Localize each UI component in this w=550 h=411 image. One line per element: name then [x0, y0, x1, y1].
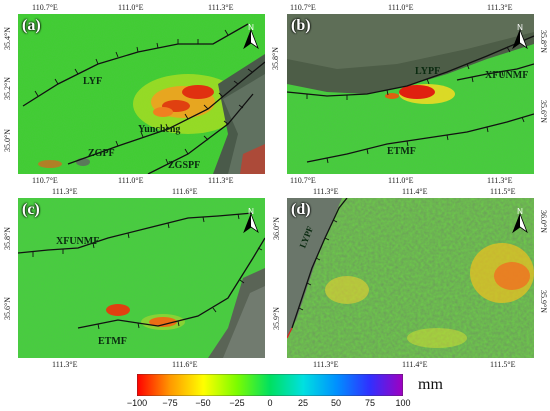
panel-c-lon-top-2: 111.6°E: [172, 187, 198, 196]
panel-b-lon-bottom-3: 111.3°E: [487, 176, 513, 185]
colorbar-tick: 25: [297, 398, 308, 408]
panel-c-label: (c): [22, 201, 40, 218]
panel-c-lon-bottom-1: 111.3°E: [52, 360, 78, 369]
panel-d-lat-right-2: 35.9°N: [539, 290, 548, 313]
north-arrow-icon: N: [509, 206, 531, 234]
panel-b-lon-bottom-1: 110.7°E: [290, 176, 316, 185]
panel-a-lon-bottom-3: 111.3°E: [208, 176, 234, 185]
fault-label-xfunmf: XFUNMF: [485, 70, 529, 81]
svg-text:N: N: [248, 23, 254, 32]
panel-a: (a) N LYF ZGPF ZGSPF Yuncheng: [18, 14, 265, 174]
panel-d-lat-left-2: 35.9°N: [272, 307, 281, 330]
colorbar-tick: −50: [195, 398, 211, 408]
colorbar-tick: −100: [126, 398, 148, 408]
panel-b-map: [287, 14, 534, 174]
svg-text:N: N: [517, 207, 523, 216]
panel-c-lat-2: 35.6°N: [3, 297, 12, 320]
panel-b-lat-1: 35.8°N: [539, 30, 548, 53]
colorbar-tick: −25: [229, 398, 245, 408]
colorbar-unit: mm: [418, 376, 443, 393]
panel-b-lon-top-1: 110.7°E: [290, 3, 316, 12]
panel-d-lon-top-3: 111.5°E: [490, 187, 516, 196]
panel-d-lon-bottom-3: 111.5°E: [490, 360, 516, 369]
panel-a-label: (a): [22, 17, 41, 34]
panel-b-lat-3: 35.8°N: [271, 47, 280, 70]
fault-label-xfunmf-c: XFUNMF: [56, 236, 100, 247]
panel-d-lon-top-1: 111.3°E: [313, 187, 339, 196]
panel-b-lon-bottom-2: 111.0°E: [388, 176, 414, 185]
panel-c-lon-top-1: 111.3°E: [52, 187, 78, 196]
panel-d-lat-left-1: 36.0°N: [272, 217, 281, 240]
svg-text:N: N: [248, 207, 254, 216]
panel-d-map: [287, 198, 534, 358]
panel-d-lon-bottom-1: 111.3°E: [313, 360, 339, 369]
panel-b-lon-top-3: 111.3°E: [487, 3, 513, 12]
colorbar: [136, 373, 404, 397]
panel-a-lon-bottom-1: 110.7°E: [32, 176, 58, 185]
panel-a-lon-bottom-2: 111.0°E: [118, 176, 144, 185]
panel-a-lon-top-3: 111.3°E: [208, 3, 234, 12]
fault-label-zgpf: ZGPF: [88, 148, 115, 159]
panel-b-label: (b): [291, 17, 311, 34]
panel-b: (b) N LYPF XFUNMF ETMF: [287, 14, 534, 174]
panel-d-lon-bottom-2: 111.4°E: [402, 360, 428, 369]
panel-c-lon-bottom-2: 111.6°E: [172, 360, 198, 369]
panel-d-label: (d): [291, 201, 311, 218]
north-arrow-icon: N: [509, 22, 531, 50]
panel-a-lat-3: 35.0°N: [3, 129, 12, 152]
panel-d-lon-top-2: 111.4°E: [402, 187, 428, 196]
north-arrow-icon: N: [240, 206, 262, 234]
svg-text:N: N: [517, 23, 523, 32]
panel-c-map: [18, 198, 265, 358]
panel-d-lat-right-1: 36.0°N: [539, 210, 548, 233]
panel-c-lat-1: 35.8°N: [3, 227, 12, 250]
fault-label-etmf: ETMF: [387, 146, 416, 157]
north-arrow-icon: N: [240, 22, 262, 50]
panel-b-lon-top-2: 111.0°E: [388, 3, 414, 12]
panel-a-lat-2: 35.2°N: [3, 77, 12, 100]
panel-a-lon-top-1: 110.7°E: [32, 3, 58, 12]
colorbar-tick: 0: [267, 398, 273, 408]
panel-a-map: [18, 14, 265, 174]
panel-d: (d) N LYPF: [287, 198, 534, 358]
fault-label-etmf-c: ETMF: [98, 336, 127, 347]
fault-label-lyf: LYF: [83, 76, 103, 87]
fault-label-zgspf: ZGSPF: [168, 160, 201, 171]
colorbar-tick: −75: [162, 398, 178, 408]
colorbar-gradient: [136, 373, 404, 397]
colorbar-tick: 100: [395, 398, 411, 408]
fault-label-lypf: LYPF: [415, 66, 441, 77]
panel-b-lat-2: 35.6°N: [539, 100, 548, 123]
panel-a-lon-top-2: 111.0°E: [118, 3, 144, 12]
colorbar-tick: 50: [330, 398, 341, 408]
panel-a-lat-1: 35.4°N: [3, 27, 12, 50]
panel-c: (c) N XFUNMF ETMF: [18, 198, 265, 358]
colorbar-tick: 75: [364, 398, 375, 408]
city-label: Yuncheng: [138, 124, 181, 135]
